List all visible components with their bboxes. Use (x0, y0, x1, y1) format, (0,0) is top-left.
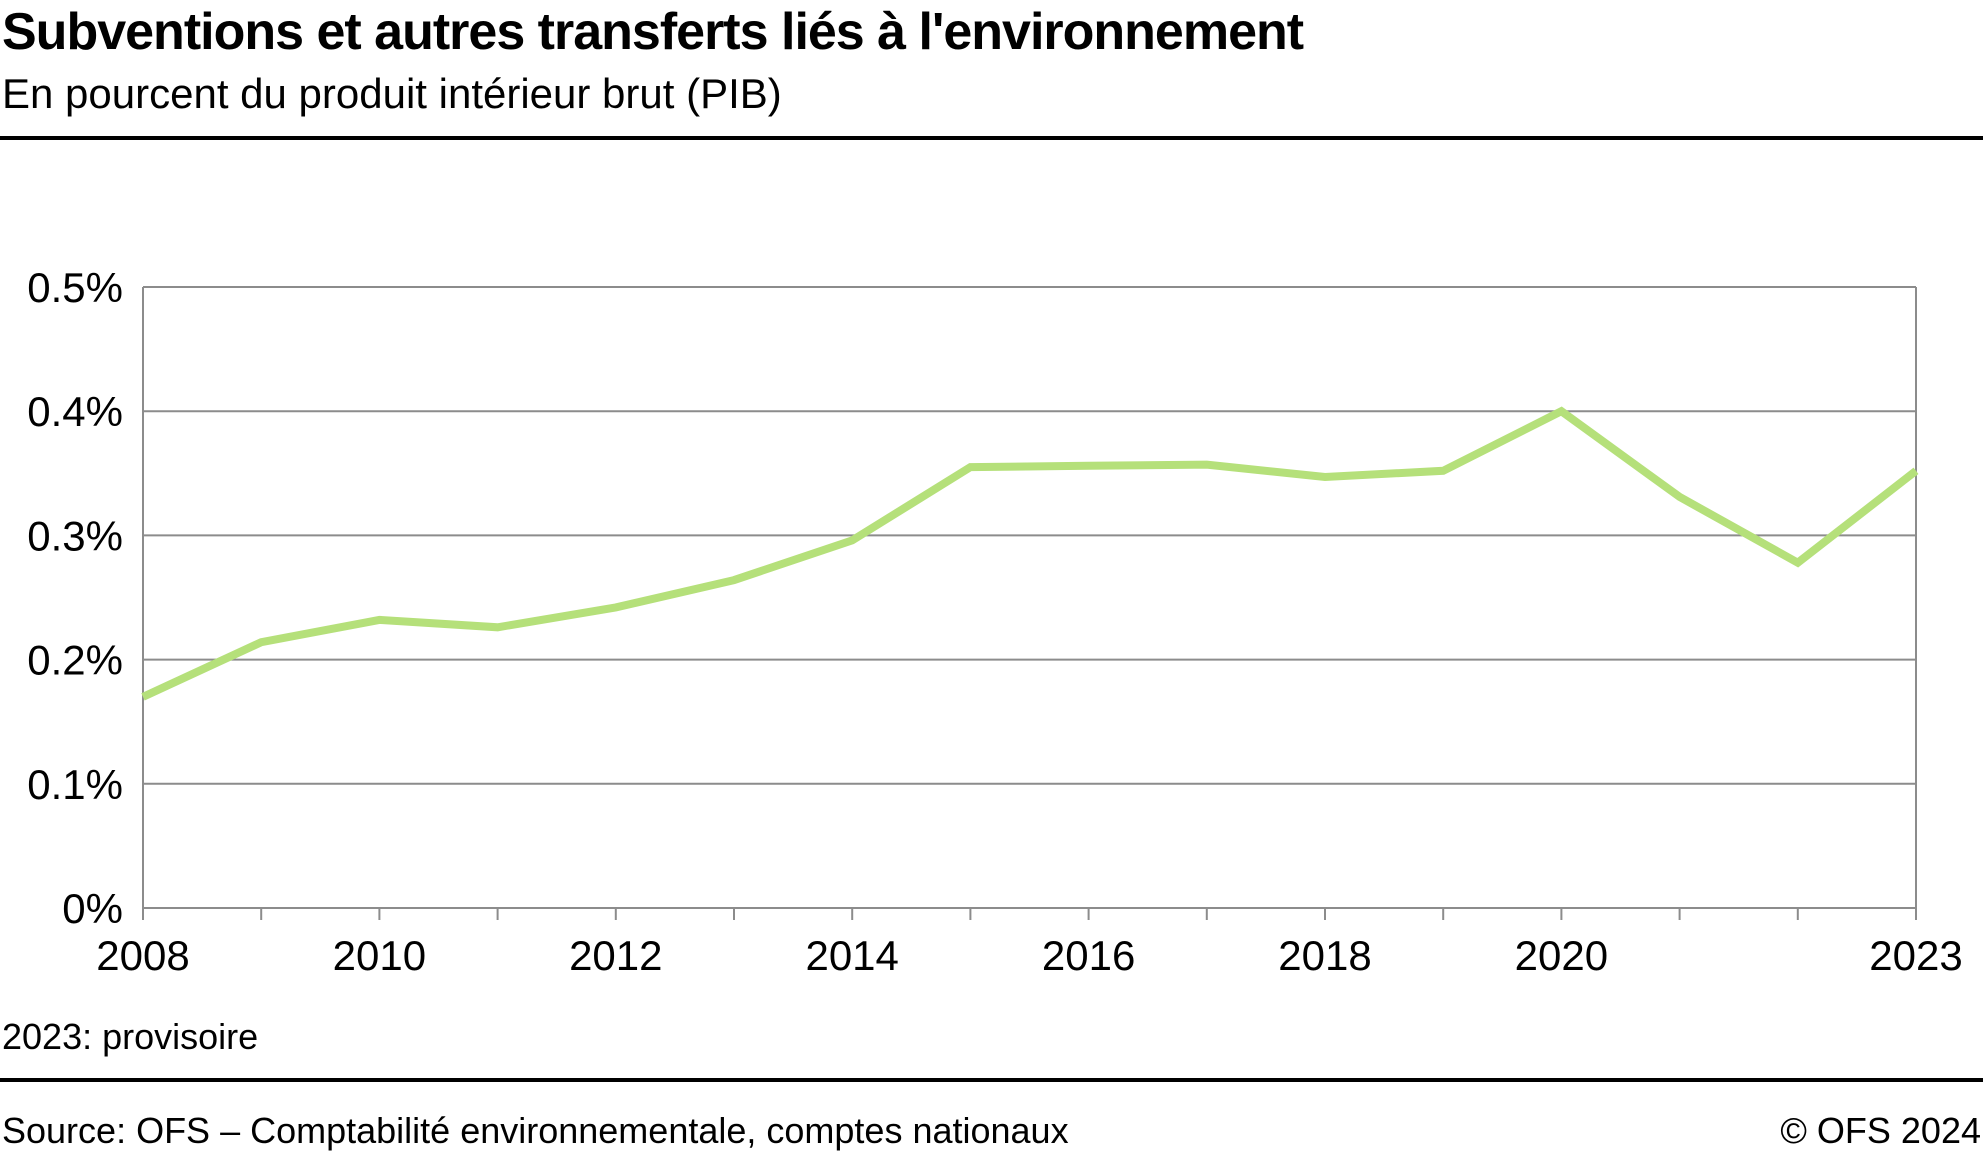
chart-subtitle: En pourcent du produit intérieur brut (P… (2, 70, 782, 117)
x-tick-label: 2012 (569, 932, 662, 979)
footnote: 2023: provisoire (2, 1016, 259, 1057)
copyright-text: © OFS 2024 (1780, 1110, 1981, 1151)
chart-title: Subventions et autres transferts liés à … (2, 3, 1304, 61)
x-tick-label: 2020 (1515, 932, 1608, 979)
footer-divider (0, 1078, 1983, 1082)
x-tick-label: 2008 (96, 932, 189, 979)
x-tick-label: 2018 (1278, 932, 1371, 979)
header-divider (0, 136, 1983, 140)
source-text: Source: OFS – Comptabilité environnement… (2, 1110, 1069, 1151)
x-tick-label: 2014 (805, 932, 898, 979)
y-tick-label: 0.1% (27, 761, 123, 808)
x-tick-label: 2016 (1042, 932, 1135, 979)
x-tick-label: 2010 (333, 932, 426, 979)
y-tick-label: 0% (62, 885, 123, 932)
series-line (141, 406, 1919, 701)
y-tick-label: 0.3% (27, 512, 123, 559)
x-tick-label: 2023 (1869, 932, 1962, 979)
y-tick-label: 0.4% (27, 388, 123, 435)
y-tick-label: 0.5% (27, 264, 123, 311)
y-tick-label: 0.2% (27, 637, 123, 684)
